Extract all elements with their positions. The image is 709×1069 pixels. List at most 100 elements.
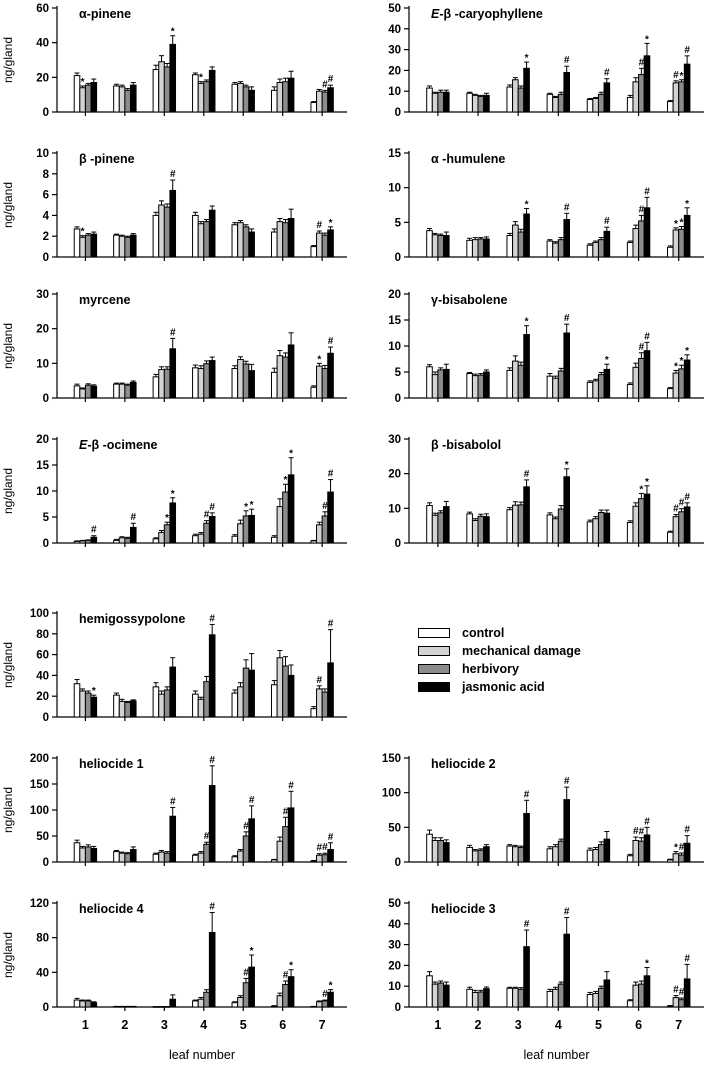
bar-s1-leaf4 [552,988,559,1008]
x-tick-label: 4 [200,1018,207,1032]
panel-beta-pinene: 0 2 4 6 8 10 ng/gland β -pinene * # # * [0,145,352,275]
sig-hash-s3-leaf7: # [328,336,334,347]
bar-s1-leaf7 [316,688,323,718]
bar-s3-leaf5 [603,230,611,258]
bar-s1-leaf1 [431,840,439,863]
y-tick-label: 80 [36,933,49,945]
sig-hash-s3-leaf1: # [91,525,97,536]
bar-s0-leaf5 [586,99,594,113]
y-axis-title: ng/gland [1,182,15,228]
y-tick-label: 30 [388,434,401,446]
bar-s3-leaf2 [129,234,137,258]
bar-s2-leaf5 [242,363,250,399]
bar-s0-leaf7 [667,859,674,863]
bar-s3-leaf7 [683,842,691,863]
bar-s0-leaf5 [586,244,594,258]
legend: control mechanical damage herbivory jasm… [418,626,581,694]
x-axis-title: leaf number [523,1048,589,1062]
bar-s3-leaf3 [169,998,177,1008]
bar-s0-leaf7 [667,101,674,113]
sig-hash-s2-leaf7: # [322,842,328,853]
bar-s2-leaf3 [163,66,171,113]
bar-s1-leaf7 [316,1001,323,1008]
bar-s0-leaf5 [231,368,239,399]
bar-s0-leaf2 [113,234,120,258]
bar-s0-leaf7 [310,540,318,544]
sig-star-s3-leaf7: * [329,218,333,229]
panel-title: E-β -caryophyllene [431,7,543,21]
bar-s1-leaf5 [592,992,599,1008]
sig-star-s3-leaf5: * [250,500,254,511]
y-tick-label: 10 [388,86,401,98]
bar-s3-leaf1 [442,91,450,113]
bar-s2-leaf1 [437,982,444,1008]
bar-s2-leaf4 [203,363,210,399]
bar-s2-leaf1 [437,369,444,399]
bar-s1-leaf5 [592,380,599,399]
bar-s3-leaf4 [208,931,216,1008]
bar-s1-leaf7 [672,516,680,544]
x-tick-label: 7 [675,1018,682,1032]
bar-s0-leaf2 [466,373,473,399]
legend-entry-jasmonic-acid: jasmonic acid [418,680,581,694]
bar-s2-leaf5 [597,374,605,399]
sig-hash-s3-leaf7: # [328,832,334,843]
bar-s0-leaf3 [152,853,160,863]
bar-s3-leaf1 [442,368,450,399]
bar-s3-leaf1 [90,82,98,113]
bar-s2-leaf3 [163,368,171,399]
bar-s1-leaf3 [158,851,165,863]
sig-star-s3-leaf6: * [645,34,649,45]
y-tick-label: 0 [43,538,49,550]
bar-s2-leaf4 [203,81,210,113]
bar-s1-leaf5 [237,996,244,1008]
bar-s0-leaf1 [426,230,433,258]
panel-heliocide-4: 0 40 80 120 ng/gland heliocide 4 1 2 3 4 5 6 7 # # * # * #… [0,895,352,1069]
bar-s0-leaf6 [626,855,634,863]
bar-s0-leaf4 [192,535,199,544]
bar-s1-leaf1 [79,388,86,399]
y-tick-label: 50 [388,822,401,834]
bar-s3-leaf2 [129,526,137,544]
bar-s0-leaf4 [192,367,199,399]
bar-s3-leaf3 [523,812,530,863]
legend-swatch-control [418,628,450,638]
legend-entry-mechanical-damage: mechanical damage [418,644,581,658]
bar-s0-leaf6 [626,522,634,544]
sig-hash-s2-leaf7: # [679,842,685,853]
y-tick-label: 0 [43,252,49,264]
bar-s2-leaf4 [203,843,210,863]
bar-s0-leaf6 [626,96,634,113]
bar-s3-leaf7 [683,359,691,399]
sig-hash-s2-leaf6: # [639,204,645,215]
bar-s0-leaf5 [231,83,239,113]
sig-star-s1-leaf7: * [674,361,678,372]
chart-svg: 0 20 40 60 ng/gland α-pinene * * * # # [1,3,347,119]
bar-s0-leaf7 [667,1005,674,1008]
y-tick-label: 50 [388,898,401,910]
y-tick-label: 10 [388,981,401,993]
bar-s2-leaf5 [242,982,250,1008]
bar-s1-leaf1 [431,514,439,544]
bar-s2-leaf2 [124,384,131,399]
y-tick-label: 10 [388,183,401,195]
bar-s1-leaf7 [316,90,323,113]
sig-hash-s3-leaf4: # [564,55,570,66]
bar-s2-leaf7 [678,511,685,544]
bar-s0-leaf4 [192,74,199,113]
bar-s2-leaf1 [84,84,92,113]
sig-star-s2-leaf7: * [680,217,684,228]
sig-star-s3-leaf7: * [685,346,689,357]
bar-s1-leaf2 [471,991,479,1008]
bar-s0-leaf1 [73,842,81,863]
bar-s2-leaf2 [477,991,485,1008]
bar-s2-leaf2 [477,515,485,544]
sig-star-s3-leaf3: * [525,199,529,210]
bar-s0-leaf1 [426,975,433,1008]
bar-s2-leaf2 [124,701,131,718]
bar-s3-leaf6 [643,207,651,258]
panel-title: β -pinene [79,152,135,166]
bar-s3-leaf4 [208,785,216,863]
